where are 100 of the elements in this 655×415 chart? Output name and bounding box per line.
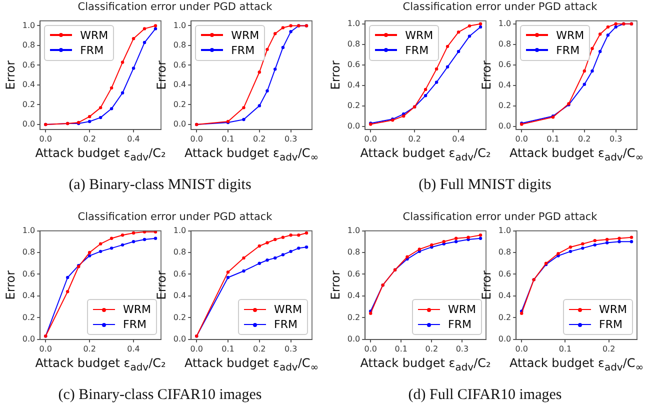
y-tick-label: 0.4 [173, 80, 186, 90]
chart-title: Classification error under PGD attack [402, 1, 598, 13]
point [258, 70, 262, 74]
point [614, 22, 618, 26]
x-tick-label: 0.0 [515, 344, 528, 354]
y-tick-label: 1.0 [498, 226, 512, 235]
y-tick-label: 0.0 [22, 120, 36, 129]
point [258, 104, 262, 108]
x-tick-label: 0.3 [284, 344, 298, 354]
point [154, 230, 158, 234]
point [289, 30, 292, 34]
y-axis-title: Error [328, 270, 342, 300]
y-axis-title: Error [328, 60, 342, 90]
point [274, 238, 277, 242]
point [88, 120, 92, 124]
y-tick-label: 1.0 [498, 18, 512, 28]
y-tick-label: 1.0 [173, 226, 186, 235]
x-axis-title: Attack budget ε$_{adv}$/C₂ [34, 356, 167, 374]
point [120, 60, 124, 64]
y-tick-label: 1.0 [22, 226, 36, 235]
y-tick-label: 0.6 [347, 269, 360, 278]
point [605, 238, 609, 242]
chart-title: Classification error under PGD attack [402, 211, 598, 223]
y-tick-label: 0.6 [22, 60, 36, 70]
x-tick-label: 0.4 [127, 134, 140, 144]
point [581, 242, 584, 246]
point [120, 243, 124, 247]
point [593, 238, 596, 242]
point [120, 91, 124, 94]
x-tick-label: 0.1 [546, 134, 560, 144]
point [88, 114, 92, 118]
x-tick-label: 0.1 [394, 344, 408, 354]
y-tick-label: 1.0 [347, 18, 360, 28]
point [266, 241, 269, 244]
point [582, 69, 586, 73]
y-tick-label: 0.6 [498, 269, 512, 278]
point [468, 34, 472, 38]
x-axis-title: Attack budget ε$_{adv}$/C₂ [34, 146, 167, 164]
point [618, 240, 621, 244]
point [598, 32, 602, 36]
legend-label: WRM [274, 303, 302, 316]
y-tick-label: 0.4 [22, 80, 36, 90]
x-axis-title: Attack budget ε$_{adv}$/C$_{∞}$ [508, 356, 645, 374]
point [568, 250, 572, 254]
y-tick-label: 0.8 [498, 248, 512, 257]
y-tick-label: 0.2 [498, 100, 512, 110]
x-tick-label: 0.0 [39, 134, 52, 144]
x-tick-label: 0.2 [253, 344, 266, 354]
point [297, 234, 300, 237]
x-tick-label: 0.0 [364, 344, 377, 354]
legend-label: WRM [231, 28, 260, 42]
point [304, 231, 308, 235]
x-tick-label: 0.0 [515, 134, 528, 144]
point [98, 250, 102, 254]
point [456, 50, 460, 54]
text: (d) Full CIFAR10 images [407, 387, 563, 404]
x-tick-label: 0.3 [456, 344, 469, 354]
point [110, 236, 114, 240]
point [434, 67, 438, 71]
x-tick-label: 0.0 [190, 134, 203, 144]
x-tick-label: 0.0 [364, 134, 377, 144]
point [154, 24, 158, 28]
y-tick-label: 0.2 [173, 312, 186, 322]
legend-label: WRM [599, 303, 628, 316]
legend-label: FRM [405, 44, 429, 57]
y-tick-label: 0.2 [347, 100, 360, 110]
y-axis-title: Error [154, 270, 168, 300]
y-tick-label: 0.0 [347, 121, 360, 130]
legend-label: WRM [448, 303, 476, 316]
point [630, 240, 634, 244]
point [242, 106, 246, 110]
point [110, 86, 114, 90]
legend-label: FRM [556, 44, 580, 57]
point [142, 230, 146, 234]
point [226, 270, 230, 274]
y-tick-label: 0.2 [173, 100, 186, 109]
point [266, 89, 269, 92]
point [98, 116, 102, 120]
point [434, 80, 438, 84]
y-axis-title: Error [3, 270, 18, 300]
x-axis-title: Attack budget ε$_{adv}$/C$_{∞}$ [183, 146, 320, 164]
point [154, 27, 158, 30]
point [154, 236, 158, 240]
point [630, 236, 634, 239]
x-axis-title: Attack budget ε$_{adv}$/C₂ [359, 356, 492, 374]
legend-label: WRM [123, 303, 152, 316]
point [242, 118, 246, 122]
point [605, 241, 609, 244]
point [466, 236, 470, 239]
point [266, 48, 269, 52]
legend-label: WRM [80, 28, 108, 42]
legend-label: FRM [274, 318, 298, 332]
x-axis-title: Attack budget ε$_{adv}$/C₂ [359, 146, 492, 164]
y-tick-label: 0.8 [173, 248, 186, 257]
x-tick-label: 0.0 [190, 344, 203, 354]
x-tick-label: 0.4 [127, 344, 140, 354]
y-tick-label: 0.6 [173, 269, 186, 278]
y-axis-title: Error [154, 60, 168, 90]
point [406, 255, 409, 258]
legend-label: FRM [231, 44, 255, 57]
